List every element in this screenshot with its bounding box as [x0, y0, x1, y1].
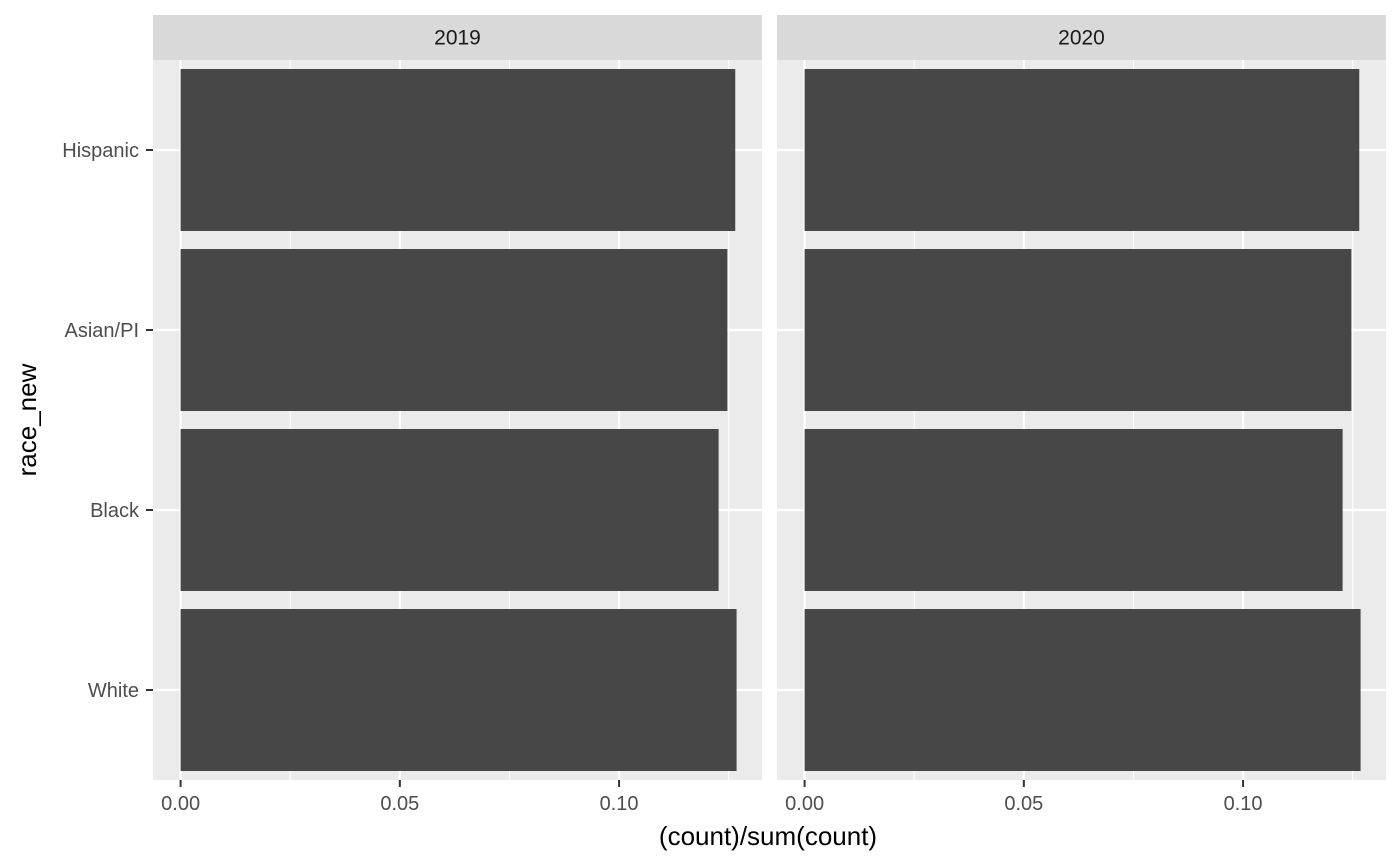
bar-black	[180, 429, 719, 591]
facet-panels: 2019 0.00 0.05 0.10 2020 0.00 0.05 0.10	[153, 15, 1386, 815]
bar-hispanic	[804, 69, 1360, 231]
x-tick-label: 0.05	[380, 793, 419, 815]
bar-white	[804, 609, 1361, 771]
bar-asian-pi	[180, 249, 728, 411]
y-tick-label: Black	[90, 500, 140, 522]
facet-strip	[153, 15, 762, 60]
facet-panel-2020: 2020 0.00 0.05 0.10	[777, 15, 1386, 815]
bar-black	[804, 429, 1343, 591]
facet-strip-label: 2019	[434, 27, 481, 50]
y-tick-label: Asian/PI	[65, 320, 139, 342]
y-axis: Hispanic Asian/PI Black White	[62, 140, 153, 702]
y-tick-label: Hispanic	[62, 140, 139, 162]
bar-white	[180, 609, 737, 771]
x-tick-label: 0.10	[1224, 793, 1263, 815]
bar-hispanic	[180, 69, 736, 231]
facet-strip-label: 2020	[1058, 27, 1105, 50]
y-axis-title: race_new	[12, 363, 42, 476]
x-tick-label: 0.10	[600, 793, 639, 815]
facet-strip	[777, 15, 1386, 60]
y-tick-label: White	[88, 680, 139, 702]
bar-asian-pi	[804, 249, 1352, 411]
facet-panel-2019: 2019 0.00 0.05 0.10	[153, 15, 762, 815]
x-tick-label: 0.00	[161, 793, 200, 815]
x-axis-title: (count)/sum(count)	[659, 821, 877, 851]
x-tick-label: 0.00	[785, 793, 824, 815]
x-tick-label: 0.05	[1004, 793, 1043, 815]
